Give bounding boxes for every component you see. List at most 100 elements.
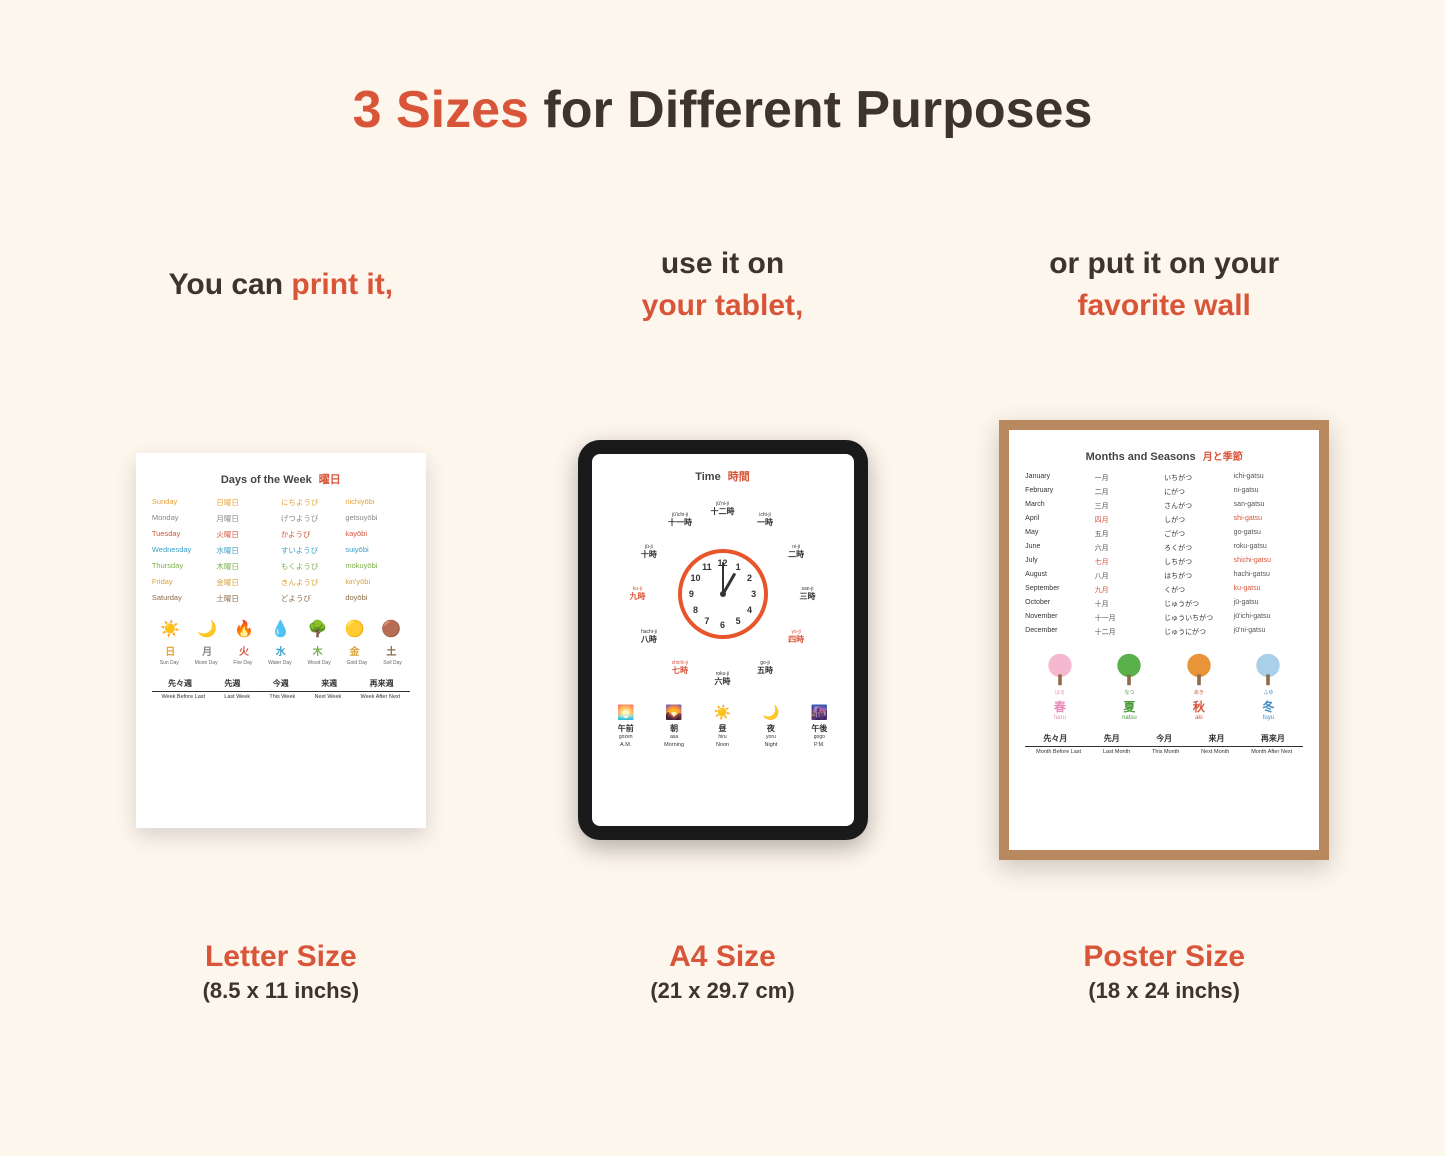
size-dims-3: (18 x 24 inchs) [1088,978,1240,1004]
day-row: Friday金曜日きんようびkin'yōbi [152,577,410,588]
season: あき 秋 aki [1181,651,1217,721]
day-meaning: Sun Day [160,660,179,666]
month-row: August八月はちがつhachi-gatsu [1025,571,1303,581]
day-row: Saturday土曜日どようびdoyōbi [152,593,410,604]
day-kanji: 木 [313,643,323,658]
day-icon: 🟤 [381,619,401,639]
minute-hand [722,562,724,594]
day-row: Thursday木曜日もくようびmokuyōbi [152,561,410,572]
hour-label: jū'ichi-ji十一時 [668,513,692,529]
hour-label: yo-ji四時 [788,629,804,645]
season: ふゆ 冬 fuyu [1250,651,1286,721]
day-kanji: 土 [386,643,396,658]
day-meaning: Water Day [268,660,291,666]
poster-inner: Months and Seasons 月と季節 January一月いちがつich… [1009,430,1319,850]
day-icon: 💧 [271,619,291,639]
hour-label: ni-ji二時 [788,544,804,560]
tablet-mockup: Time 時間 jū'ni-ji十二時 ichi-ji一時 ni-ji二時 san-j… [578,370,868,910]
month-row: January一月いちがつichi-gatsu [1025,473,1303,483]
col-title-3: or put it on your favorite wall [1049,240,1279,330]
month-row: July七月しちがつshichi-gatsu [1025,557,1303,567]
size-label-1: Letter Size [205,940,357,974]
main-title: 3 Sizes for Different Purposes [80,80,1365,140]
time-of-day: 🌆午後gogoP.M. [795,704,843,748]
columns-container: You can print it, Days of the Week 曜日 Su… [80,240,1365,1004]
day-icon: 🟡 [345,619,365,639]
col-title-2: use it on your tablet, [642,240,804,330]
month-row: October十月じゅうがつjū-gatsu [1025,599,1303,609]
time-of-day: ☀️昼hiruNoon [698,704,746,748]
day-icon: ☀️ [160,619,180,639]
tree-icon [1250,651,1286,687]
season: なつ 夏 natsu [1111,651,1147,721]
seasons-row: はる 春 haru なつ 夏 natsu あき 秋 aki ふゆ 冬 fuyu [1025,651,1303,721]
day-icon: 🌳 [308,619,328,639]
day-row: Sunday日曜日にちようびnichiyōbi [152,497,410,508]
screen-title: Time 時間 [695,468,750,484]
day-icon: 🔥 [234,619,254,639]
month-row: March三月さんがつsan-gatsu [1025,501,1303,511]
month-row: June六月ろくがつroku-gatsu [1025,543,1303,553]
day-meaning: Fire Day [233,660,252,666]
kanji-row: 日月火水木金土 [152,643,410,658]
size-dims-1: (8.5 x 11 inchs) [203,978,360,1004]
day-meaning: Gold Day [347,660,368,666]
tree-icon [1181,651,1217,687]
title-accent: 3 Sizes [353,81,529,139]
tree-icon [1042,651,1078,687]
clock-face: 123456789101112 [678,549,768,639]
clock-wrap: jū'ni-ji十二時 ichi-ji一時 ni-ji二時 san-ji三時 yo-ji… [603,494,843,694]
week-timeline: 先々週先週今週来週再来週 Week Before LastLast WeekTh… [152,678,410,702]
title-rest: for Different Purposes [529,81,1092,139]
paper-sheet: Days of the Week 曜日 Sunday日曜日にちようびnichiy… [136,453,426,828]
time-of-day: 🌙夜yoruNight [747,704,795,748]
month-row: September九月くがつku-gatsu [1025,585,1303,595]
hour-label: hachi-ji八時 [641,629,657,645]
day-icon: 🌙 [197,619,217,639]
hour-label: jū'ni-ji十二時 [711,501,735,517]
day-kanji: 水 [276,643,286,658]
time-of-day: 🌄朝asaMorning [650,704,698,748]
paper-title: Days of the Week 曜日 [152,471,410,487]
col-title-1: You can print it, [169,240,393,330]
mean-row: Sun Day Moon Day Fire Day Water Day Wood Day… [152,660,410,666]
hour-label: go-ji五時 [757,660,773,676]
month-row: November十一月じゅういちがつjū'ichi-gatsu [1025,613,1303,623]
time-of-day: 🌅午前gozenA.M. [602,704,650,748]
frame-mockup: Months and Seasons 月と季節 January一月いちがつich… [999,370,1329,910]
hour-label: jū-ji十時 [641,544,657,560]
day-meaning: Moon Day [195,660,218,666]
col-a4: use it on your tablet, Time 時間 jū'ni-ji十… [522,240,924,1004]
month-row: February二月にがつni-gatsu [1025,487,1303,497]
tablet-screen: Time 時間 jū'ni-ji十二時 ichi-ji一時 ni-ji二時 san-j… [592,454,854,826]
month-timeline: 先々月先月今月来月再来月 Month Before LastLast Month… [1025,733,1303,755]
hour-label: shichi-ji七時 [672,660,689,676]
size-label-2: A4 Size [669,940,776,974]
col-poster: or put it on your favorite wall Months a… [963,240,1365,1004]
clock-center [720,591,726,597]
month-row: May五月ごがつgo-gatsu [1025,529,1303,539]
size-dims-2: (21 x 29.7 cm) [650,978,794,1004]
icons-row: ☀️ 🌙 🔥 💧 🌳 🟡 🟤 [152,619,410,639]
paper-mockup: Days of the Week 曜日 Sunday日曜日にちようびnichiy… [136,370,426,910]
day-row: Wednesday水曜日すいようびsuiyōbi [152,545,410,556]
day-kanji: 火 [239,643,249,658]
col-letter: You can print it, Days of the Week 曜日 Su… [80,240,482,1004]
frame-title: Months and Seasons 月と季節 [1025,448,1303,463]
hour-label: san-ji三時 [800,586,816,602]
day-kanji: 月 [202,643,212,658]
hour-label: ichi-ji一時 [757,513,773,529]
days-list: Sunday日曜日にちようびnichiyōbi Monday月曜日げつようびget… [152,497,410,609]
month-row: December十二月じゅうにがつjū'ni-gatsu [1025,627,1303,637]
tree-icon [1111,651,1147,687]
day-meaning: Wood Day [307,660,330,666]
season: はる 春 haru [1042,651,1078,721]
day-row: Tuesday火曜日かようびkayōbi [152,529,410,540]
size-label-3: Poster Size [1083,940,1245,974]
hour-label: ku-ji九時 [630,586,646,602]
day-row: Monday月曜日げつようびgetsuyōbi [152,513,410,524]
times-of-day-row: 🌅午前gozenA.M.🌄朝asaMorning☀️昼hiruNoon🌙夜yor… [602,704,844,748]
day-kanji: 金 [349,643,359,658]
tablet-frame: Time 時間 jū'ni-ji十二時 ichi-ji一時 ni-ji二時 san-j… [578,440,868,840]
months-list: January一月いちがつichi-gatsu February二月にがつni-g… [1025,473,1303,637]
